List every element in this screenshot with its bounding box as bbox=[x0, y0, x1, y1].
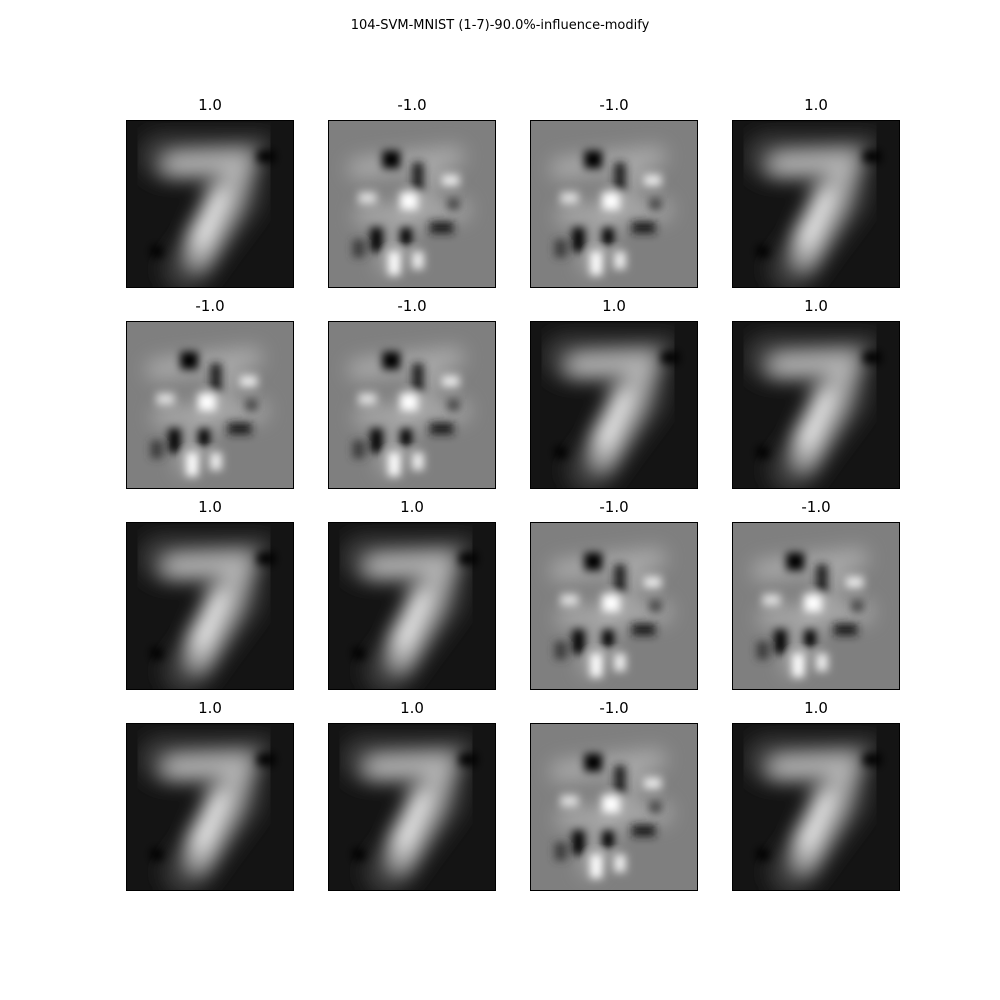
seven-digit-detail bbox=[554, 552, 662, 678]
seven-digit-shape bbox=[340, 534, 475, 689]
panel-image bbox=[732, 522, 900, 690]
panel-label: 1.0 bbox=[602, 297, 626, 315]
panel-image bbox=[328, 522, 496, 690]
panel-label: 1.0 bbox=[400, 699, 424, 717]
panel-image bbox=[732, 120, 900, 288]
positive-influence-image bbox=[127, 523, 293, 689]
panel-image bbox=[732, 321, 900, 489]
panel-image bbox=[530, 522, 698, 690]
positive-influence-image bbox=[531, 322, 697, 488]
seven-digit-shape bbox=[138, 735, 273, 890]
seven-digit-detail bbox=[150, 753, 276, 861]
panel-label: -1.0 bbox=[397, 96, 427, 114]
positive-influence-image bbox=[329, 523, 495, 689]
seven-digit-detail bbox=[756, 753, 882, 861]
seven-digit-detail bbox=[554, 150, 662, 276]
panel-label: -1.0 bbox=[599, 699, 629, 717]
seven-digit-shape bbox=[744, 333, 879, 488]
panel-image bbox=[126, 723, 294, 891]
seven-digit-detail bbox=[150, 351, 258, 477]
seven-digit-shape bbox=[138, 534, 273, 689]
seven-digit-shape bbox=[340, 735, 475, 890]
panel-label: -1.0 bbox=[599, 96, 629, 114]
seven-digit-detail bbox=[554, 351, 680, 459]
image-panel: -1.0 bbox=[530, 699, 698, 891]
seven-digit-shape bbox=[138, 132, 273, 287]
seven-digit-detail bbox=[756, 150, 882, 258]
image-panel: 1.0 bbox=[126, 498, 294, 690]
panel-label: 1.0 bbox=[804, 699, 828, 717]
seven-digit-detail bbox=[352, 552, 478, 660]
panel-image bbox=[126, 522, 294, 690]
seven-digit-shape bbox=[542, 333, 677, 488]
positive-influence-image bbox=[127, 724, 293, 890]
negative-influence-image bbox=[531, 121, 697, 287]
panel-image bbox=[126, 321, 294, 489]
image-panel: 1.0 bbox=[530, 297, 698, 489]
panel-label: 1.0 bbox=[804, 297, 828, 315]
panel-label: 1.0 bbox=[198, 96, 222, 114]
panel-label: -1.0 bbox=[397, 297, 427, 315]
panel-image bbox=[530, 723, 698, 891]
panel-label: -1.0 bbox=[599, 498, 629, 516]
panel-label: 1.0 bbox=[400, 498, 424, 516]
negative-influence-image bbox=[329, 121, 495, 287]
image-panel: 1.0 bbox=[732, 699, 900, 891]
negative-influence-image bbox=[329, 322, 495, 488]
panel-image bbox=[732, 723, 900, 891]
positive-influence-image bbox=[733, 322, 899, 488]
image-panel: 1.0 bbox=[328, 699, 496, 891]
negative-influence-image bbox=[733, 523, 899, 689]
image-panel: 1.0 bbox=[126, 699, 294, 891]
panel-image bbox=[328, 723, 496, 891]
panel-label: -1.0 bbox=[195, 297, 225, 315]
image-panel: -1.0 bbox=[328, 297, 496, 489]
panel-label: 1.0 bbox=[198, 498, 222, 516]
panel-image bbox=[530, 321, 698, 489]
seven-digit-detail bbox=[756, 351, 882, 459]
negative-influence-image bbox=[531, 523, 697, 689]
negative-influence-image bbox=[531, 724, 697, 890]
panel-label: -1.0 bbox=[801, 498, 831, 516]
image-panel: 1.0 bbox=[732, 297, 900, 489]
positive-influence-image bbox=[329, 724, 495, 890]
panel-image bbox=[328, 120, 496, 288]
negative-influence-image bbox=[127, 322, 293, 488]
panel-label: 1.0 bbox=[804, 96, 828, 114]
seven-digit-shape bbox=[744, 735, 879, 890]
image-panel: 1.0 bbox=[126, 96, 294, 288]
image-panel: -1.0 bbox=[126, 297, 294, 489]
panel-image bbox=[126, 120, 294, 288]
seven-digit-detail bbox=[554, 753, 662, 879]
image-panel: -1.0 bbox=[530, 96, 698, 288]
image-panel: 1.0 bbox=[328, 498, 496, 690]
positive-influence-image bbox=[733, 121, 899, 287]
panel-image bbox=[530, 120, 698, 288]
positive-influence-image bbox=[127, 121, 293, 287]
panel-image bbox=[328, 321, 496, 489]
panel-label: 1.0 bbox=[198, 699, 222, 717]
positive-influence-image bbox=[733, 724, 899, 890]
seven-digit-detail bbox=[352, 351, 460, 477]
seven-digit-detail bbox=[150, 552, 276, 660]
seven-digit-shape bbox=[744, 132, 879, 287]
figure-title: 104-SVM-MNIST (1-7)-90.0%-influence-modi… bbox=[350, 18, 650, 33]
seven-digit-detail bbox=[150, 150, 276, 258]
image-panel: -1.0 bbox=[732, 498, 900, 690]
seven-digit-detail bbox=[352, 753, 478, 861]
seven-digit-detail bbox=[756, 552, 864, 678]
image-panel: 1.0 bbox=[732, 96, 900, 288]
image-panel: -1.0 bbox=[530, 498, 698, 690]
image-panel: -1.0 bbox=[328, 96, 496, 288]
seven-digit-detail bbox=[352, 150, 460, 276]
